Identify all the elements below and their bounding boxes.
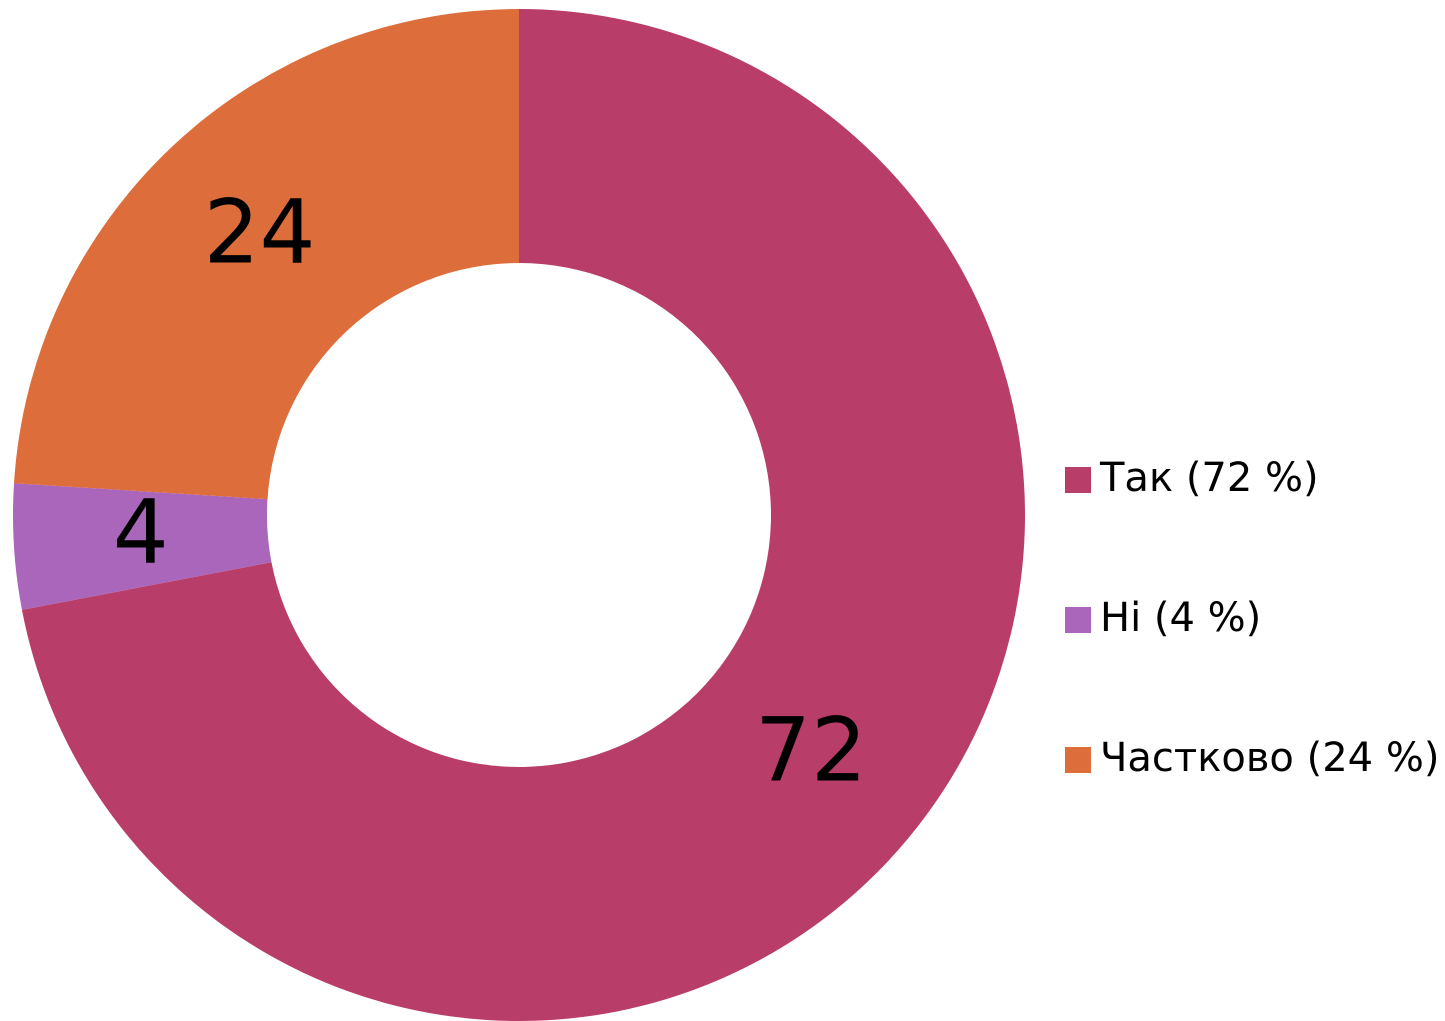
legend-label: Частково (24 %) (1100, 735, 1439, 781)
legend-swatch (1065, 607, 1091, 633)
data-label: 24 (204, 181, 316, 284)
legend-label: Ні (4 %) (1100, 595, 1261, 641)
legend-swatch (1065, 467, 1091, 493)
legend-swatch (1065, 747, 1091, 773)
data-label: 4 (113, 481, 169, 584)
donut-slice (13, 483, 272, 610)
donut-slice (21, 9, 1025, 1021)
legend-label: Так (72 %) (1099, 455, 1319, 501)
donut-slice (13, 9, 520, 500)
data-label: 72 (755, 699, 867, 802)
